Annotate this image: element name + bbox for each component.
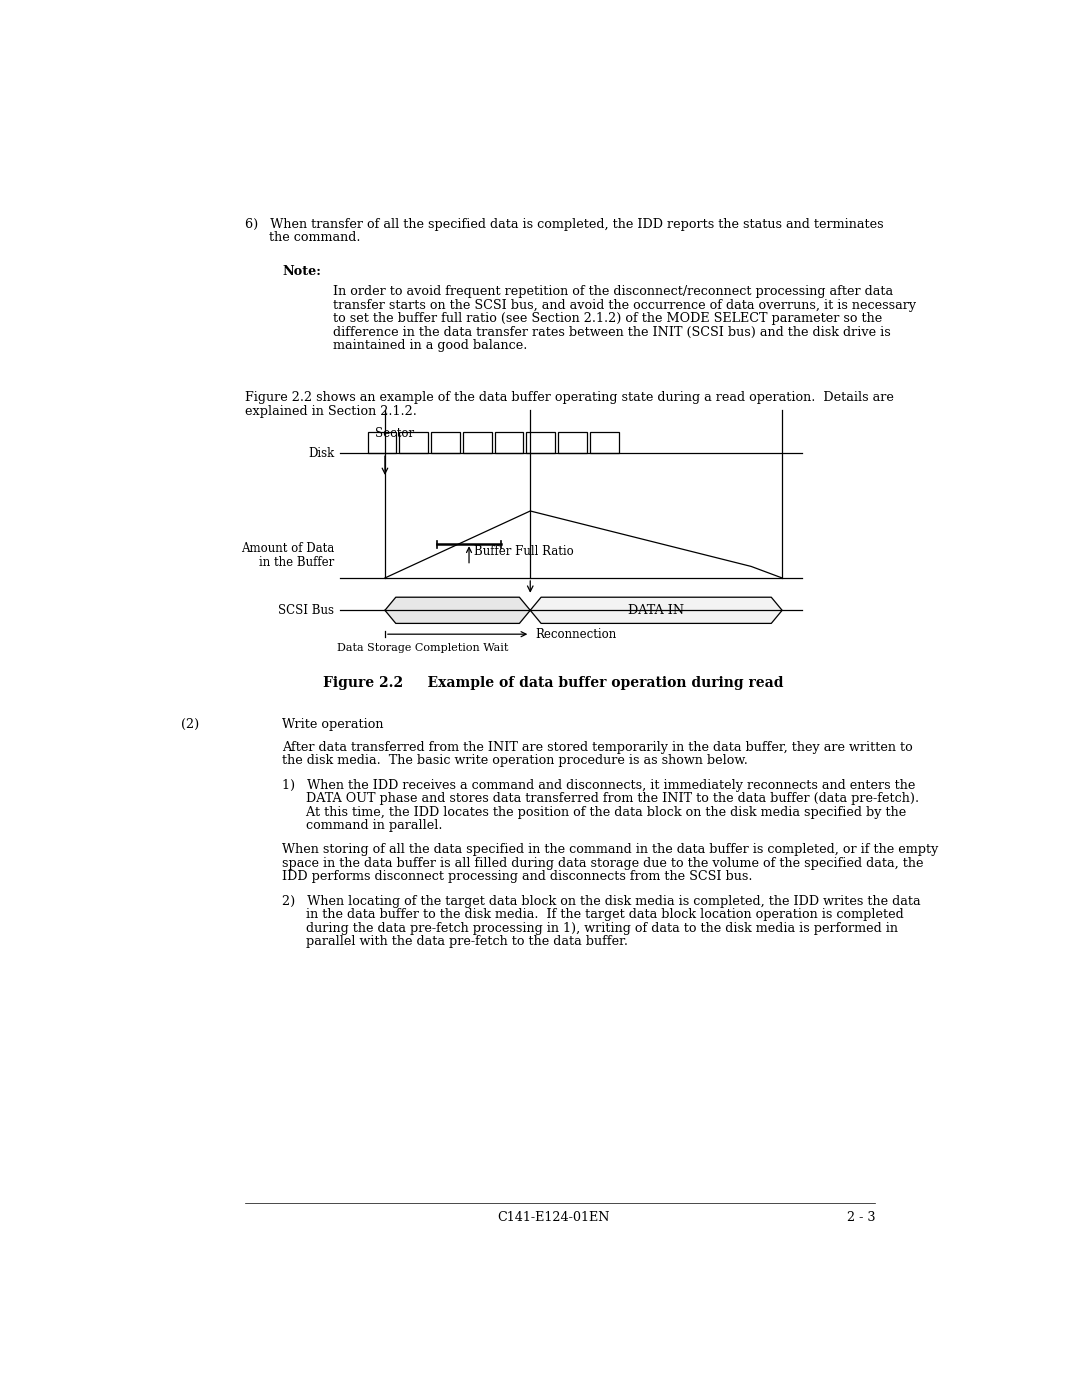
Text: transfer starts on the SCSI bus, and avoid the occurrence of data overruns, it i: transfer starts on the SCSI bus, and avo… bbox=[333, 299, 916, 312]
Text: maintained in a good balance.: maintained in a good balance. bbox=[333, 339, 527, 352]
Text: Buffer Full Ratio: Buffer Full Ratio bbox=[474, 545, 575, 559]
Text: 6)   When transfer of all the specified data is completed, the IDD reports the s: 6) When transfer of all the specified da… bbox=[245, 218, 883, 231]
Text: Note:: Note: bbox=[282, 265, 321, 278]
Text: space in the data buffer is all filled during data storage due to the volume of : space in the data buffer is all filled d… bbox=[282, 856, 923, 870]
Bar bbox=[495, 432, 524, 453]
Text: IDD performs disconnect processing and disconnects from the SCSI bus.: IDD performs disconnect processing and d… bbox=[282, 870, 753, 883]
Text: Figure 2.2     Example of data buffer operation during read: Figure 2.2 Example of data buffer operat… bbox=[323, 676, 784, 690]
Text: In order to avoid frequent repetition of the disconnect/reconnect processing aft: In order to avoid frequent repetition of… bbox=[333, 285, 893, 298]
Text: Sector: Sector bbox=[375, 427, 415, 440]
Text: Disk: Disk bbox=[308, 447, 334, 460]
Text: 2)   When locating of the target data block on the disk media is completed, the : 2) When locating of the target data bloc… bbox=[282, 894, 921, 908]
Text: difference in the data transfer rates between the INIT (SCSI bus) and the disk d: difference in the data transfer rates be… bbox=[333, 326, 890, 338]
Text: Figure 2.2 shows an example of the data buffer operating state during a read ope: Figure 2.2 shows an example of the data … bbox=[245, 391, 894, 404]
Text: At this time, the IDD locates the position of the data block on the disk media s: At this time, the IDD locates the positi… bbox=[282, 806, 906, 819]
Bar bbox=[558, 432, 586, 453]
Text: parallel with the data pre-fetch to the data buffer.: parallel with the data pre-fetch to the … bbox=[282, 935, 629, 949]
Text: 2 - 3: 2 - 3 bbox=[847, 1211, 875, 1224]
Polygon shape bbox=[384, 598, 530, 623]
Bar bbox=[400, 432, 428, 453]
Text: DATA IN: DATA IN bbox=[629, 604, 685, 617]
Text: to set the buffer full ratio (see Section 2.1.2) of the MODE SELECT parameter so: to set the buffer full ratio (see Sectio… bbox=[333, 312, 882, 326]
Text: during the data pre-fetch processing in 1), writing of data to the disk media is: during the data pre-fetch processing in … bbox=[282, 922, 899, 935]
Text: command in parallel.: command in parallel. bbox=[282, 819, 443, 833]
Text: in the data buffer to the disk media.  If the target data block location operati: in the data buffer to the disk media. If… bbox=[282, 908, 904, 921]
Text: Amount of Data: Amount of Data bbox=[241, 542, 334, 555]
Bar bbox=[590, 432, 619, 453]
Text: C141-E124-01EN: C141-E124-01EN bbox=[497, 1211, 610, 1224]
Text: After data transferred from the INIT are stored temporarily in the data buffer, : After data transferred from the INIT are… bbox=[282, 740, 913, 754]
Text: Reconnection: Reconnection bbox=[535, 627, 617, 641]
Text: When storing of all the data specified in the command in the data buffer is comp: When storing of all the data specified i… bbox=[282, 844, 939, 856]
Bar bbox=[526, 432, 555, 453]
Text: the command.: the command. bbox=[245, 231, 361, 244]
Text: in the Buffer: in the Buffer bbox=[259, 556, 334, 569]
Bar bbox=[367, 432, 396, 453]
Text: the disk media.  The basic write operation procedure is as shown below.: the disk media. The basic write operatio… bbox=[282, 754, 748, 767]
Bar bbox=[463, 432, 491, 453]
Text: (2): (2) bbox=[181, 718, 200, 731]
Text: explained in Section 2.1.2.: explained in Section 2.1.2. bbox=[245, 405, 417, 418]
Text: DATA OUT phase and stores data transferred from the INIT to the data buffer (dat: DATA OUT phase and stores data transferr… bbox=[282, 792, 919, 805]
Text: SCSI Bus: SCSI Bus bbox=[279, 604, 334, 617]
Text: 1)   When the IDD receives a command and disconnects, it immediately reconnects : 1) When the IDD receives a command and d… bbox=[282, 778, 916, 792]
Polygon shape bbox=[530, 598, 782, 623]
Text: Data Storage Completion Wait: Data Storage Completion Wait bbox=[337, 644, 509, 654]
Text: Write operation: Write operation bbox=[282, 718, 383, 731]
Bar bbox=[431, 432, 460, 453]
